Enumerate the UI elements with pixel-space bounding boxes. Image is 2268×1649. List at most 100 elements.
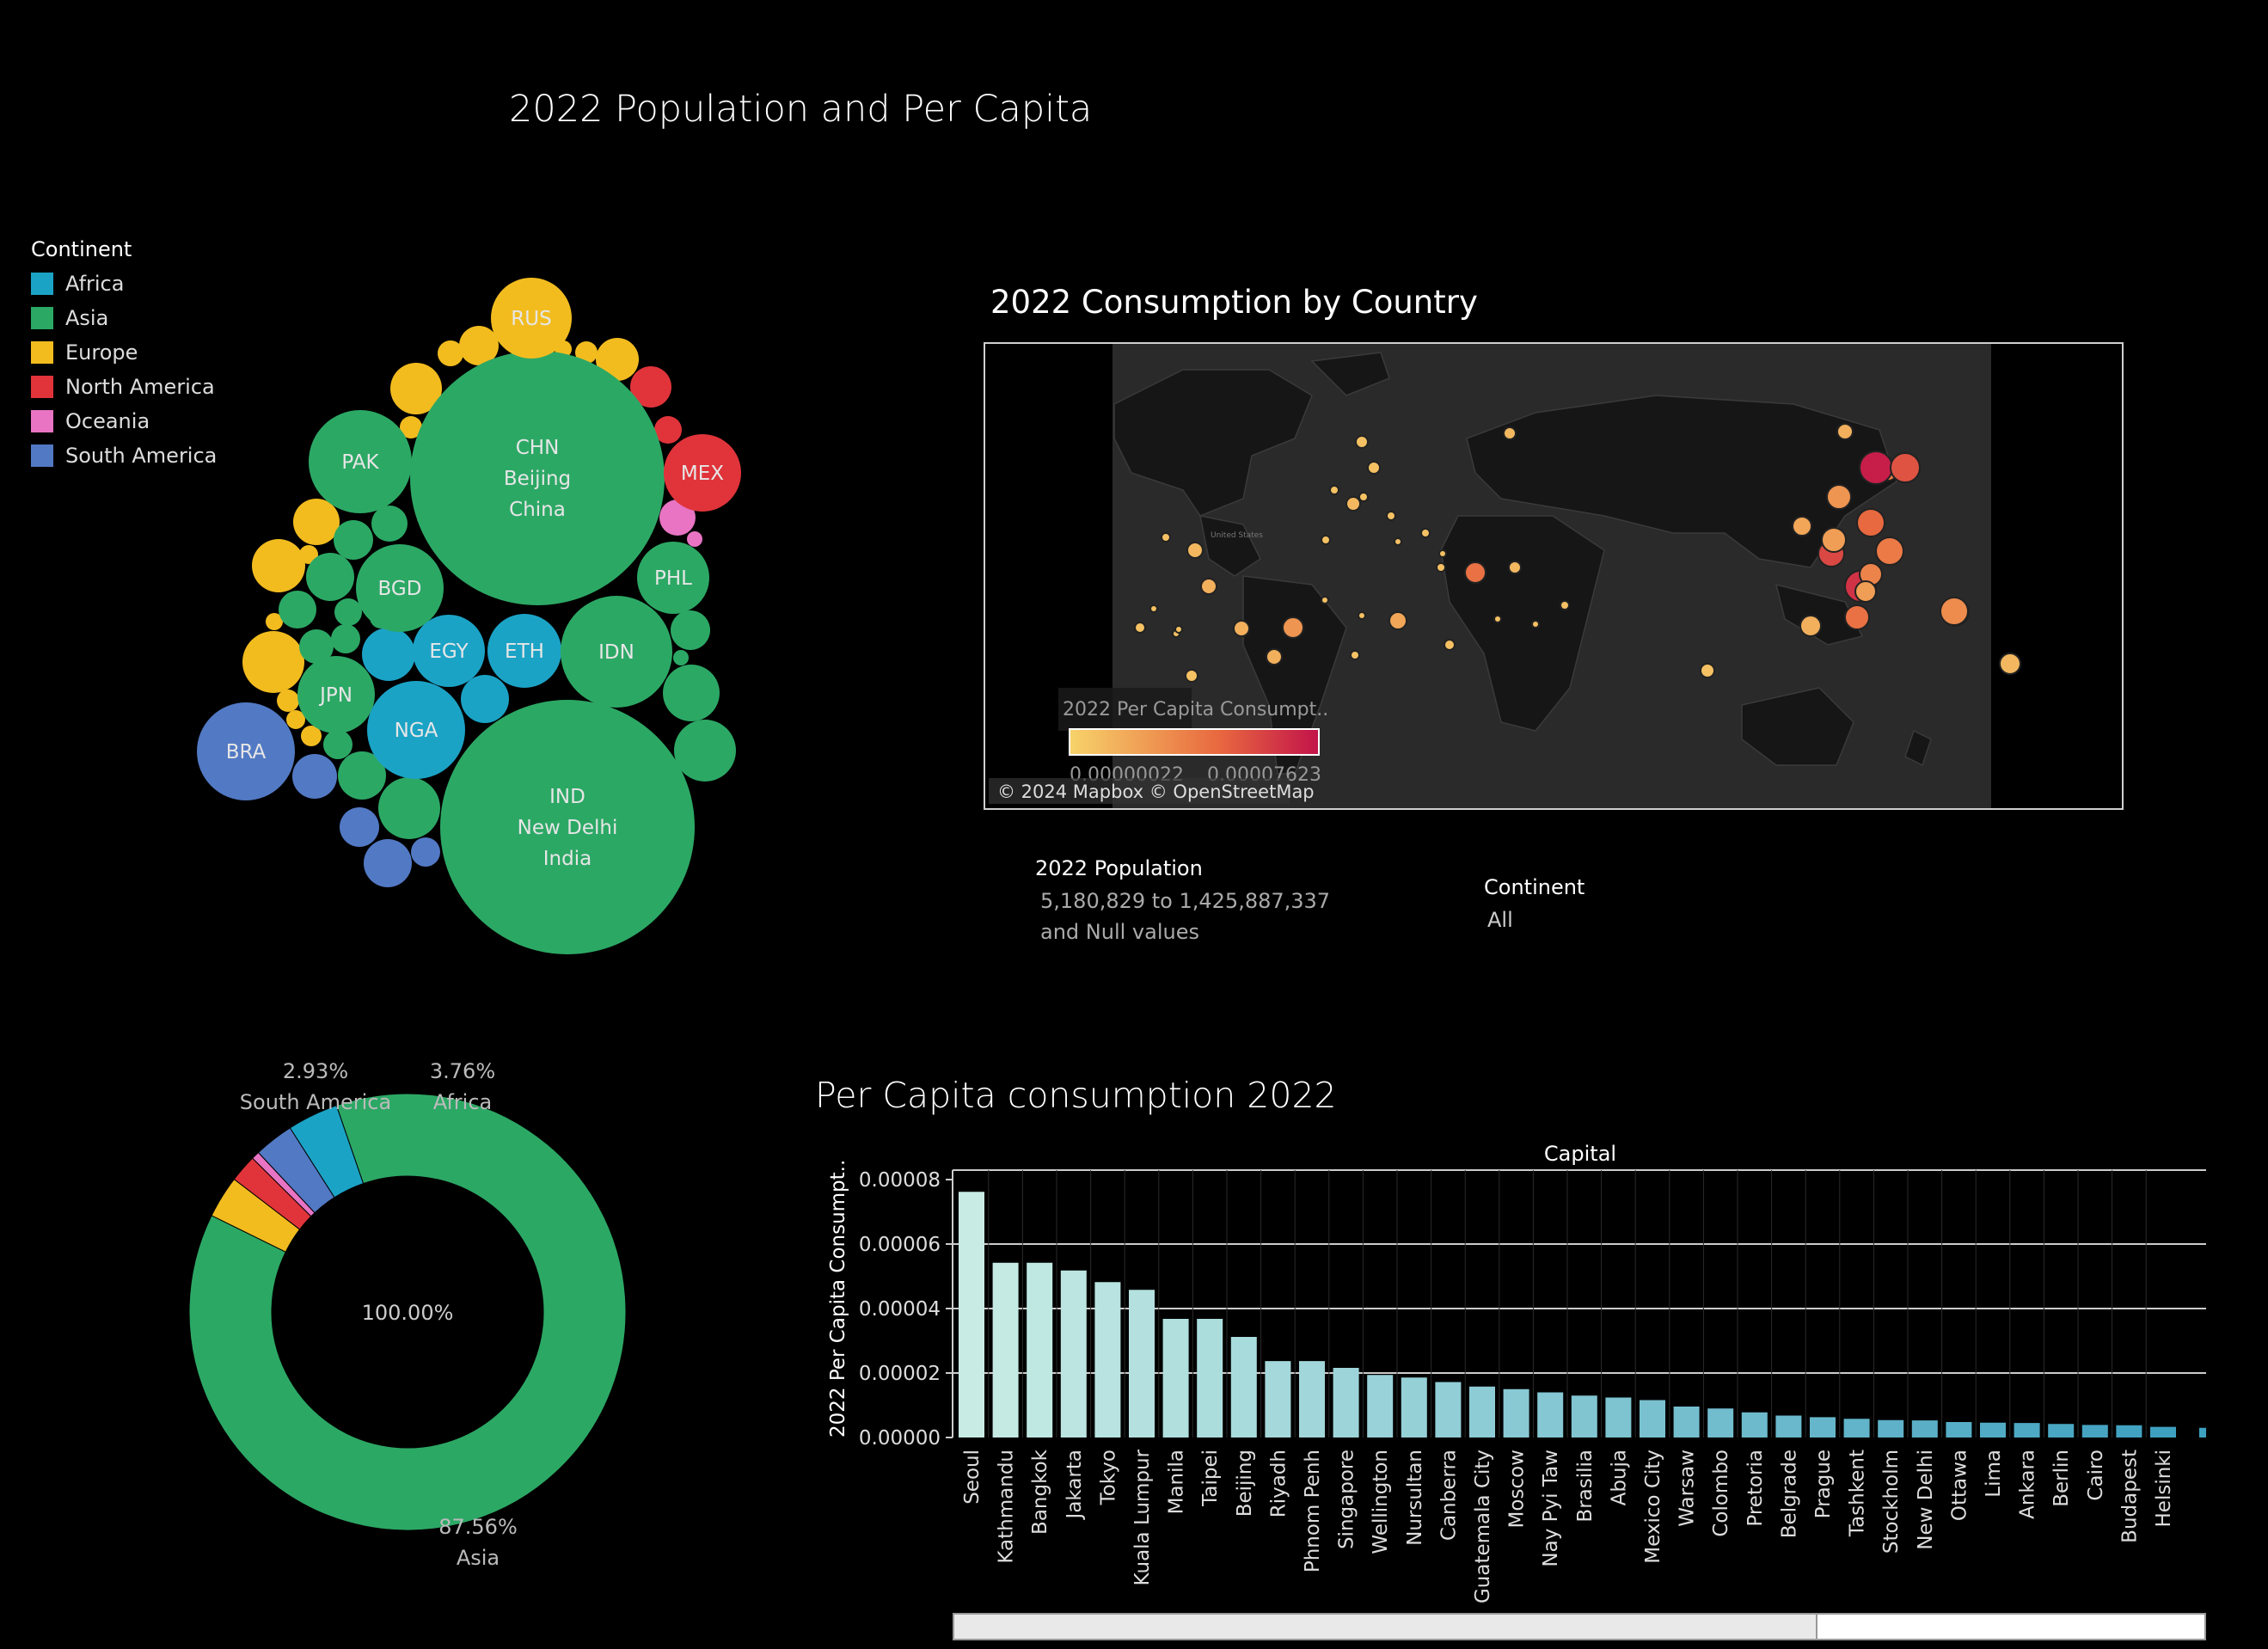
bar[interactable] — [1265, 1361, 1291, 1438]
map-country-marker[interactable] — [1940, 597, 1969, 626]
bar[interactable] — [1401, 1377, 1427, 1438]
bar[interactable] — [1843, 1419, 1870, 1438]
map-country-marker[interactable] — [1792, 516, 1812, 536]
donut-segment-asia[interactable] — [188, 1093, 627, 1531]
bubble-ind[interactable] — [440, 700, 695, 954]
bar[interactable] — [1230, 1337, 1257, 1438]
bubble-minor[interactable] — [659, 500, 696, 536]
map-country-marker[interactable] — [1149, 604, 1158, 613]
bar[interactable] — [1673, 1407, 1700, 1438]
bubble-minor[interactable] — [306, 553, 354, 601]
bubble-minor[interactable] — [292, 754, 337, 799]
bar[interactable] — [959, 1192, 984, 1438]
map-country-marker[interactable] — [1420, 528, 1431, 538]
bubble-minor[interactable] — [630, 366, 671, 408]
bubble-bra[interactable] — [197, 702, 295, 800]
bubble-minor[interactable] — [293, 499, 340, 545]
map-country-marker[interactable] — [1282, 616, 1304, 639]
bubble-minor[interactable] — [671, 610, 710, 650]
bubble-phl[interactable] — [637, 542, 709, 614]
population-filter-nulls[interactable]: and Null values — [1040, 920, 1199, 944]
bar[interactable] — [1162, 1319, 1189, 1438]
map-country-marker[interactable] — [1438, 549, 1447, 558]
map-attribution[interactable]: © 2024 Mapbox © OpenStreetMap — [997, 782, 1315, 802]
map-country-marker[interactable] — [1531, 620, 1540, 628]
legend-item-south-america[interactable]: South America — [31, 438, 217, 473]
map-country-marker[interactable] — [1350, 650, 1360, 660]
scrollbar-thumb[interactable] — [954, 1615, 1817, 1639]
bar[interactable] — [1640, 1400, 1665, 1438]
map-country-marker[interactable] — [1367, 461, 1381, 475]
bubble-minor[interactable] — [266, 613, 283, 630]
population-filter-value[interactable]: 5,180,829 to 1,425,887,337 — [1040, 889, 1331, 913]
bar[interactable] — [1741, 1412, 1768, 1438]
map-country-marker[interactable] — [1388, 611, 1407, 630]
bubble-rus[interactable] — [491, 278, 572, 359]
bubble-minor[interactable] — [301, 726, 322, 746]
bar[interactable] — [1946, 1422, 1972, 1438]
map-country-marker[interactable] — [1821, 527, 1847, 553]
bar[interactable] — [1197, 1319, 1223, 1438]
bubble-mex[interactable] — [664, 434, 741, 512]
bubble-minor[interactable] — [459, 326, 499, 365]
bubble-eth[interactable] — [487, 614, 561, 688]
bar[interactable] — [1333, 1368, 1359, 1438]
legend-item-europe[interactable]: Europe — [31, 335, 217, 370]
bar[interactable] — [1605, 1397, 1632, 1438]
map-country-marker[interactable] — [1200, 578, 1217, 595]
bubble-minor[interactable] — [663, 665, 720, 721]
bar[interactable] — [2081, 1425, 2108, 1438]
bubble-bgd[interactable] — [356, 544, 444, 632]
map-country-marker[interactable] — [1233, 620, 1250, 637]
map-country-marker[interactable] — [1503, 426, 1517, 440]
map-country-marker[interactable] — [1358, 611, 1366, 620]
bubble-jpn[interactable] — [297, 656, 375, 733]
map-country-marker[interactable] — [1826, 484, 1852, 510]
map-country-marker[interactable] — [1321, 596, 1329, 604]
bar[interactable] — [1129, 1290, 1155, 1438]
bar[interactable] — [2014, 1423, 2040, 1438]
bubble-minor[interactable] — [674, 720, 736, 782]
map-country-marker[interactable] — [1321, 535, 1331, 545]
world-map[interactable]: United States 2022 Per Capita Consumpt..… — [985, 344, 2122, 808]
bubble-minor[interactable] — [461, 675, 509, 723]
bubble-minor[interactable] — [334, 520, 373, 560]
map-country-marker[interactable] — [1799, 615, 1822, 637]
bar[interactable] — [2150, 1426, 2176, 1438]
bubble-minor[interactable] — [390, 363, 442, 414]
bar[interactable] — [1537, 1392, 1564, 1438]
map-country-marker[interactable] — [1345, 496, 1361, 512]
map-country-marker[interactable] — [1394, 537, 1402, 546]
bubble-minor[interactable] — [334, 598, 362, 626]
bubble-minor[interactable] — [438, 340, 463, 366]
bar[interactable] — [1367, 1375, 1394, 1438]
map-country-marker[interactable] — [1436, 562, 1446, 573]
bubble-nga[interactable] — [367, 681, 465, 779]
bubble-minor[interactable] — [331, 624, 360, 653]
bar-chart-scrollbar[interactable] — [953, 1613, 2206, 1640]
bar[interactable] — [1503, 1388, 1529, 1438]
map-country-marker[interactable] — [1859, 451, 1893, 485]
bubble-minor[interactable] — [673, 650, 689, 665]
bar[interactable] — [1571, 1395, 1597, 1438]
bubble-minor[interactable] — [277, 690, 299, 712]
bubble-minor[interactable] — [596, 338, 639, 381]
bubble-minor[interactable] — [286, 710, 305, 729]
bubble-minor[interactable] — [378, 777, 440, 839]
map-country-marker[interactable] — [1161, 532, 1171, 543]
map-country-marker[interactable] — [1444, 639, 1456, 651]
map-country-marker[interactable] — [1185, 669, 1198, 683]
bar[interactable] — [1707, 1408, 1734, 1438]
map-country-marker[interactable] — [1560, 600, 1570, 610]
map-country-marker[interactable] — [1836, 423, 1854, 440]
bar[interactable] — [1911, 1420, 1938, 1438]
legend-item-africa[interactable]: Africa — [31, 267, 217, 301]
map-country-marker[interactable] — [1464, 561, 1486, 584]
map-country-marker[interactable] — [1854, 580, 1877, 603]
bubble-minor[interactable] — [362, 628, 415, 681]
bubble-minor[interactable] — [575, 341, 598, 364]
bar[interactable] — [1980, 1422, 2006, 1438]
map-country-marker[interactable] — [1999, 653, 2021, 675]
map-country-marker[interactable] — [1355, 435, 1369, 449]
map-country-marker[interactable] — [1856, 508, 1885, 537]
